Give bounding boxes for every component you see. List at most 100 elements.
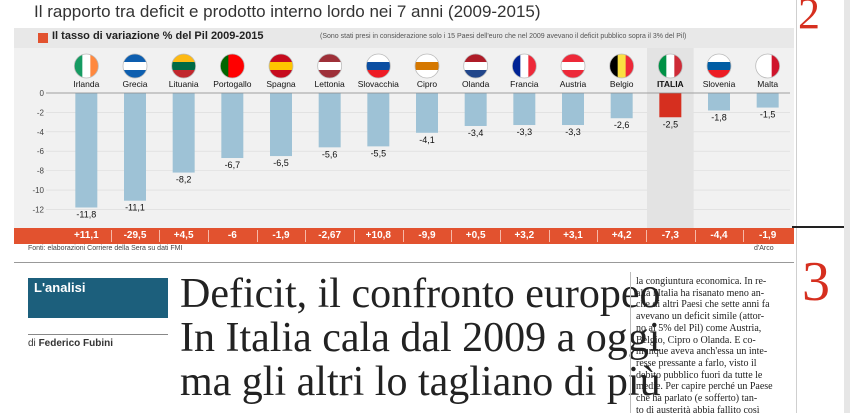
pil-growth-value: +4,5 (173, 230, 194, 241)
pil-growth-row: +11,1 -29,5 +4,5 -6 -1,9 -2,67 +10,8 -9,9 +0,5 +3… (14, 228, 794, 244)
portogallo-flag-icon (220, 54, 245, 78)
byline: di Federico Fubini (28, 338, 113, 349)
value-label: -4,1 (419, 135, 435, 145)
growth-separator (305, 230, 307, 242)
pil-growth-value: +3,1 (563, 230, 583, 241)
category-label: Austria (560, 79, 587, 89)
growth-separator (743, 230, 745, 242)
y-tick-label: -2 (37, 108, 45, 117)
growth-separator (548, 230, 550, 242)
body-line: no al 5% del Pil) come Austria, (636, 322, 762, 334)
flag-ring (268, 53, 294, 79)
bar (172, 93, 195, 173)
value-label: -8,2 (176, 175, 192, 185)
body-line: avevano un deficit simile (attor- (636, 311, 765, 323)
value-label: -3,3 (517, 127, 533, 137)
flag-ring (219, 53, 245, 79)
bar (562, 93, 584, 126)
bar (124, 93, 146, 201)
category-label: Irlanda (73, 79, 99, 89)
category-label: Portogallo (213, 79, 252, 89)
body-line: to di austerità abbia fallito così (636, 404, 760, 416)
chart-title: Il tasso di variazione % del Pil 2009-20… (52, 30, 264, 42)
author-name: Federico Fubini (38, 338, 114, 349)
category-label: Slovenia (703, 79, 736, 89)
title-line: Deficit, il confronto europeo (180, 271, 661, 317)
growth-separator (646, 230, 647, 242)
title-line: ma gli altri lo tagliano di più (180, 359, 661, 405)
y-tick-label: -8 (37, 167, 45, 176)
body-line: medie. Per capire perché un Paese (636, 381, 773, 393)
chart-title-bar (14, 28, 794, 48)
francia-flag-icon (512, 54, 537, 78)
pil-growth-value: -6 (227, 230, 237, 241)
bar (756, 93, 779, 108)
flag-ring (122, 53, 148, 79)
category-label: Malta (757, 79, 778, 89)
value-label: -1,8 (711, 112, 727, 122)
chart-source: Fonti: elaborazioni Corriere della Sera … (28, 245, 183, 252)
flag-ring (463, 53, 489, 79)
austria-flag-icon (561, 54, 585, 78)
y-tick-label: 0 (40, 89, 45, 98)
y-tick-label: -12 (32, 205, 44, 214)
olanda-flag-icon (463, 54, 488, 78)
pil-growth-value: -29,5 (123, 230, 147, 241)
bar-chart: 0 -2 -4 -6 -8 -10 -12 Irlanda -11,8 Grecia -11,1 Li… (32, 48, 790, 228)
growth-separator (208, 230, 209, 242)
belgio-flag-icon (609, 54, 634, 78)
growth-separator (597, 230, 599, 242)
bar (367, 93, 390, 147)
slovenia-flag-icon (707, 54, 731, 78)
growth-separator (500, 230, 501, 242)
value-label: -11,1 (125, 203, 145, 213)
growth-separator (694, 230, 696, 242)
bar (464, 93, 487, 126)
article-body: la congiuntura economica. In re- altà l'… (636, 276, 796, 416)
value-label: -5,5 (371, 148, 387, 158)
flag-ring (657, 53, 683, 79)
value-label: -6,5 (273, 158, 289, 168)
slovacchia-flag-icon (366, 54, 391, 78)
side-number: 3 (802, 251, 830, 313)
pil-growth-value: +4,2 (611, 230, 632, 241)
flag-ring (609, 53, 635, 79)
italia-flag-icon (658, 54, 683, 78)
pil-growth-value: -1,9 (759, 230, 777, 241)
category-label: Slovacchia (358, 79, 399, 89)
flag-ring (511, 53, 537, 79)
y-tick-label: -10 (32, 186, 44, 195)
value-label: -6,7 (225, 160, 241, 170)
body-line: debito pubblico fuori da tutte le (636, 369, 763, 381)
bar (610, 93, 633, 119)
pil-growth-value: +3,2 (514, 230, 535, 241)
value-label: -1,5 (760, 110, 776, 120)
title-line: In Italia cala dal 2009 a oggi (180, 315, 661, 361)
category-label: Francia (510, 79, 539, 89)
category-label: Grecia (122, 79, 147, 89)
body-line: Belgio, Cipro o Olanda. E co- (636, 334, 756, 346)
flag-ring (317, 53, 343, 79)
growth-separator (159, 230, 161, 242)
bar (318, 93, 341, 148)
flag-ring (73, 53, 99, 79)
pil-growth-value: -7,3 (661, 230, 679, 241)
chart-credit: d'Arco (754, 245, 774, 252)
value-label: -3,3 (565, 127, 581, 137)
pil-growth-value: +11,1 (73, 230, 99, 241)
category-label: Lettonia (315, 79, 346, 89)
lettonia-flag-icon (317, 54, 342, 78)
divider (14, 262, 794, 263)
pil-growth-value: -2,67 (318, 230, 342, 241)
side-strip (844, 0, 850, 413)
grecia-flag-icon (123, 54, 147, 78)
pil-growth-value: -1,9 (272, 230, 290, 241)
value-label: -2,6 (614, 120, 630, 130)
pil-growth-value: +10,8 (365, 230, 391, 241)
value-label: -5,6 (322, 149, 338, 159)
flag-ring (365, 53, 391, 79)
article-title: Deficit, il confronto europeo In Italia … (180, 271, 661, 405)
growth-separator (256, 230, 258, 242)
side-divider (796, 0, 797, 413)
chart-note: (Sono stati presi in considerazione solo… (320, 33, 687, 40)
